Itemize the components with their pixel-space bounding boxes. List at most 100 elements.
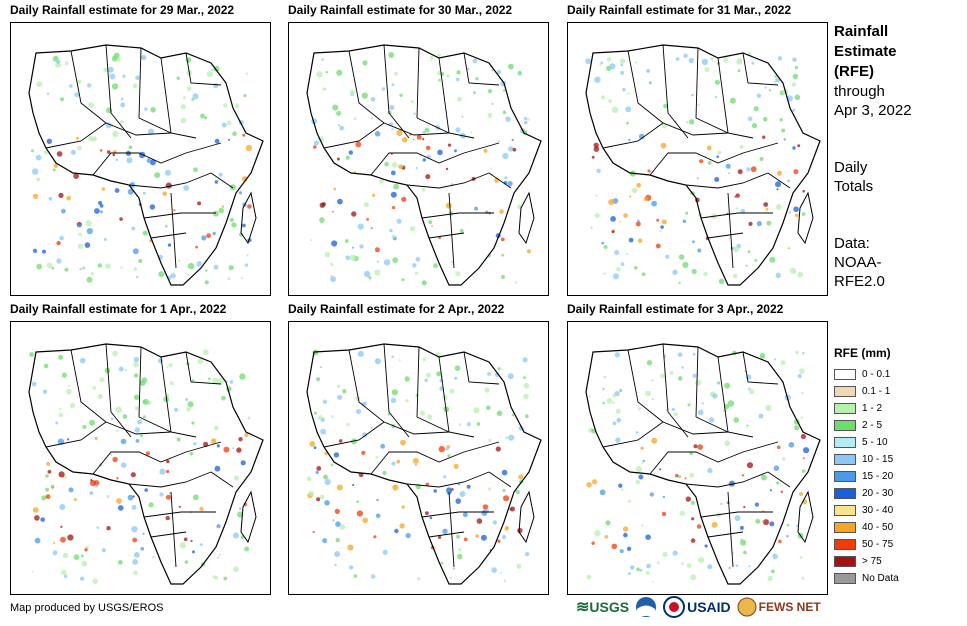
rain-cell <box>504 176 508 180</box>
rain-cell <box>765 404 772 412</box>
rain-cell <box>70 149 76 155</box>
legend: RFE (mm) 0 - 0.1 0.1 - 1 1 - 2 2 - 5 5 - 10 1… <box>834 346 899 587</box>
rain-cell <box>608 99 613 103</box>
rain-cell <box>660 373 666 379</box>
rain-cell <box>427 125 430 127</box>
rain-cell <box>226 120 232 126</box>
rain-cell <box>638 133 645 140</box>
side-info: Rainfall Estimate (RFE) through Apr 3, 2… <box>834 22 964 291</box>
legend-swatch <box>834 471 856 482</box>
rain-cell <box>213 264 219 270</box>
rain-cell <box>234 475 240 481</box>
rain-cell <box>61 208 66 214</box>
rain-cell <box>337 394 343 400</box>
rain-cell <box>142 191 146 195</box>
rain-cell <box>765 208 769 211</box>
country-border <box>143 212 216 219</box>
rain-cell <box>524 414 529 419</box>
rain-cell <box>763 202 769 207</box>
rain-cell <box>336 384 341 389</box>
rain-cell <box>112 456 118 463</box>
rain-cell <box>332 519 335 522</box>
map-panel-4: Daily Rainfall estimate for 1 Apr., 2022 <box>10 302 275 595</box>
rain-cell <box>206 71 213 78</box>
rain-cell <box>56 151 63 157</box>
rain-cell <box>603 245 608 249</box>
rain-cell <box>45 474 49 478</box>
rain-cell <box>803 447 810 454</box>
rain-cell <box>116 57 121 62</box>
rain-cell <box>740 538 743 541</box>
rain-cell <box>333 452 340 458</box>
rain-cell <box>704 67 710 73</box>
rain-cell <box>138 259 143 263</box>
rain-cell <box>58 354 64 360</box>
rain-cell <box>118 366 124 372</box>
rain-cell <box>797 144 801 148</box>
rain-cell <box>176 76 180 80</box>
rain-cell <box>425 511 429 515</box>
rain-cell <box>495 446 501 452</box>
rain-cell <box>773 358 776 361</box>
rain-cell <box>392 484 399 491</box>
rain-cell <box>488 115 492 119</box>
rain-cell <box>321 202 326 207</box>
rain-cell <box>414 271 418 275</box>
rain-cell <box>389 228 393 233</box>
country-border <box>128 471 212 488</box>
rain-cell <box>636 567 640 572</box>
legend-label: > 75 <box>862 556 882 567</box>
rain-cell <box>191 98 195 101</box>
rain-cell <box>511 413 515 417</box>
rain-cell <box>135 75 140 80</box>
side-title-line: Estimate <box>834 43 897 60</box>
rain-cell <box>413 112 416 115</box>
rain-cell <box>734 515 741 522</box>
rain-cell <box>238 437 243 442</box>
rain-cell <box>229 218 234 222</box>
rain-cell <box>740 208 746 214</box>
rain-cell <box>502 488 506 493</box>
rain-cell <box>510 506 515 512</box>
rain-cell <box>780 490 784 494</box>
rain-cell <box>649 492 654 497</box>
rain-cell <box>781 457 786 461</box>
rain-cell <box>193 167 198 173</box>
rain-cell <box>736 58 743 65</box>
through-date: Apr 3, 2022 <box>834 102 912 119</box>
rain-cell <box>217 556 219 559</box>
rain-cell <box>788 442 795 448</box>
noaa-icon <box>636 597 657 617</box>
rain-cell <box>201 235 207 241</box>
africa-coastline <box>585 343 821 585</box>
rain-cell <box>94 484 99 488</box>
rain-cell <box>206 233 212 239</box>
legend-label: 40 - 50 <box>862 522 894 533</box>
rain-cell <box>392 257 398 263</box>
country-border <box>138 117 172 134</box>
rain-cell <box>791 82 797 87</box>
country-border <box>685 172 769 189</box>
rain-cell <box>602 387 605 391</box>
rain-cell <box>692 352 696 356</box>
rain-cell <box>456 96 462 102</box>
rain-cell <box>523 382 530 389</box>
rain-cell <box>381 87 386 91</box>
rain-cell <box>166 393 170 397</box>
rain-cell <box>244 263 249 267</box>
country-border <box>727 491 734 568</box>
rain-cell <box>317 415 323 421</box>
rain-cell <box>55 421 59 425</box>
rain-cell <box>42 389 48 394</box>
rain-cell <box>398 359 401 362</box>
rain-cell <box>144 488 148 492</box>
rain-cell <box>619 58 626 64</box>
rain-cell <box>192 494 199 501</box>
rain-cell <box>508 434 515 441</box>
rain-cell <box>127 188 134 195</box>
rain-cell <box>133 394 140 401</box>
rain-cell <box>401 278 405 282</box>
madagascar-outline <box>797 191 814 245</box>
rain-cell <box>187 274 190 277</box>
rain-cell <box>517 70 523 76</box>
